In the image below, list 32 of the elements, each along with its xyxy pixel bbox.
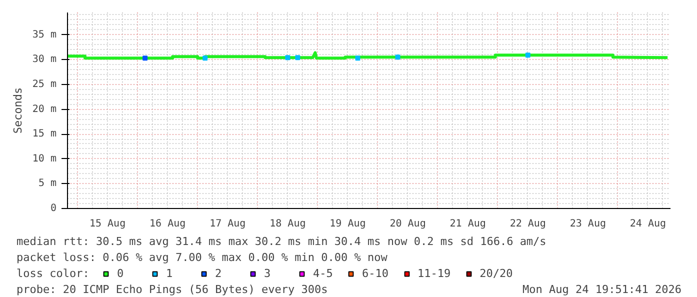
text: median rtt: 30.5 ms avg 31.4 ms max 30.2 ms min 30.4 ms now 0.2 ms sd 166.6 am/s (16, 235, 546, 248)
legend-title: loss color: (16, 267, 90, 280)
y-tick-label: 20 m (32, 104, 57, 115)
legend-label: 2 (215, 267, 223, 280)
text: probe: 20 ICMP Echo Pings (56 Bytes) every 300s (16, 283, 328, 296)
text: Mon Aug 24 19:51:41 2026 (522, 283, 682, 296)
x-tick-label: 21 Aug (450, 218, 486, 230)
y-tick-label: 5 m (38, 178, 56, 190)
y-tick-label: 10 m (32, 153, 57, 164)
x-tick-label: 20 Aug (390, 218, 426, 230)
legend-label: 3 (264, 267, 272, 280)
legend-label: 11-19 (418, 267, 451, 280)
legend-label: 4-5 (313, 267, 333, 280)
legend-label: 1 (166, 267, 174, 280)
legend-label: 6-10 (362, 267, 388, 280)
x-tick-label: 23 Aug (570, 218, 606, 230)
y-tick-label: 30 m (32, 54, 57, 66)
legend-label: 0 (117, 267, 125, 280)
y-tick-label: 35 m (32, 29, 57, 40)
x-tick-label: 16 Aug (150, 218, 186, 230)
legend-label: 20/20 (480, 267, 513, 280)
x-tick-label: 15 Aug (89, 218, 126, 230)
text: packet loss: 0.06 % avg 7.00 % max 0.00 % min 0.00 % now (16, 251, 388, 264)
x-tick-label: 24 Aug (630, 218, 666, 230)
y-axis-title: Seconds (11, 87, 24, 134)
x-tick-label: 17 Aug (210, 218, 246, 230)
y-tick-label: 25 m (32, 78, 57, 90)
x-tick-label: 18 Aug (270, 218, 306, 230)
x-tick-label: 22 Aug (510, 218, 546, 230)
y-tick-label: 15 m (32, 128, 57, 140)
y-tick-label: 0 (50, 203, 57, 214)
x-tick-label: 19 Aug (330, 218, 366, 230)
